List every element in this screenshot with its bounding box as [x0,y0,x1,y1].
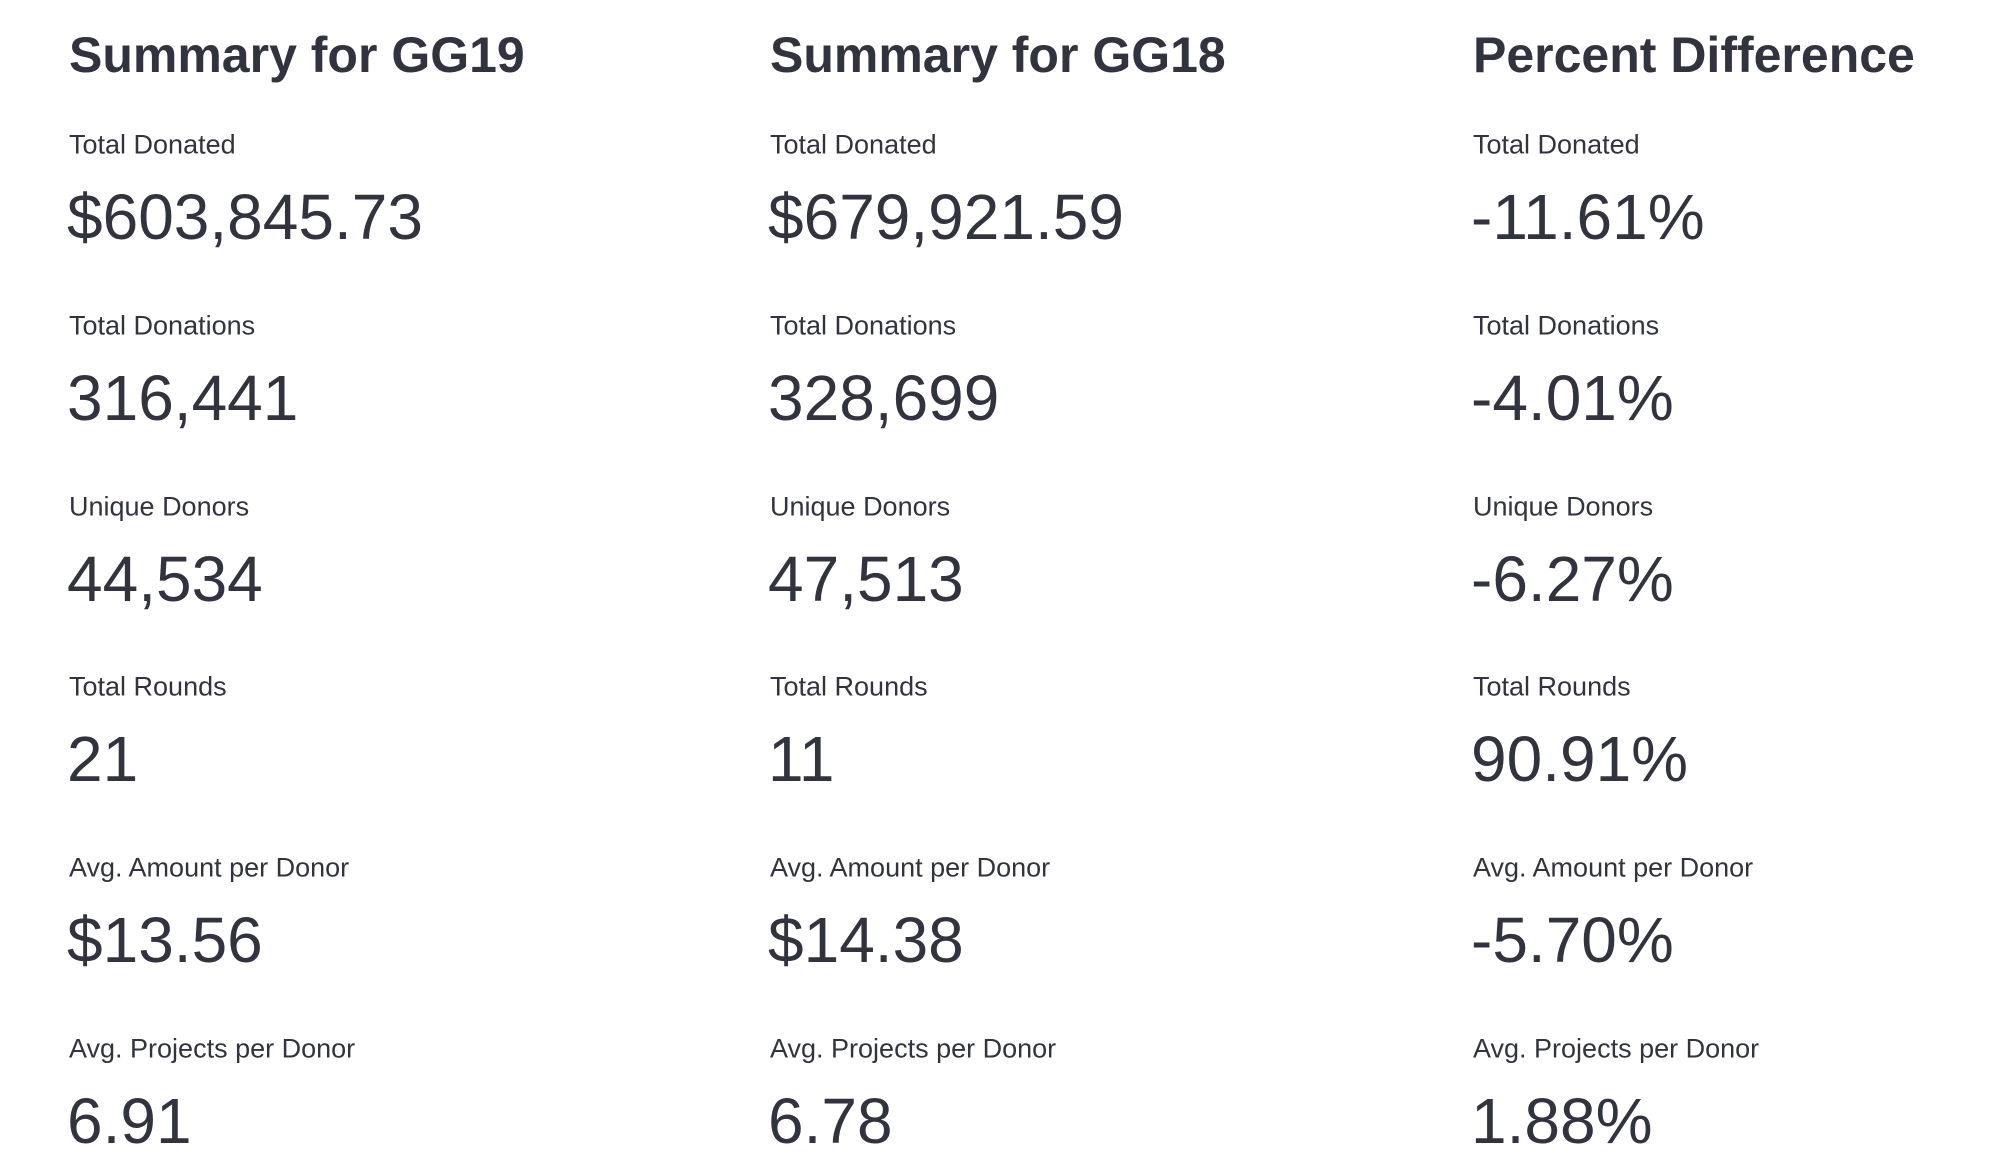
metric-value: 44,534 [67,542,263,615]
metric-value: $679,921.59 [768,181,1124,253]
metric-value: $14.38 [768,904,964,977]
metric-label: Avg. Projects per Donor [1473,1033,1760,1064]
metric-label: Avg. Projects per Donor [69,1033,356,1064]
metric-label: Total Donations [1473,310,1660,341]
metric-label: Total Donations [770,310,957,341]
metric-label: Avg. Amount per Donor [1473,852,1754,883]
metric-value: -11.61% [1471,181,1705,253]
metric-value: 6.78 [768,1085,893,1157]
metric-value: 328,699 [768,361,1000,434]
column-title: Percent Difference [1473,27,1915,83]
metric-label: Total Donated [69,129,236,160]
metric-label: Total Rounds [69,671,227,702]
metric-value: -4.01% [1471,361,1674,434]
metric-value: 21 [67,723,139,796]
metric-value: -5.70% [1471,904,1674,977]
metric-label: Total Rounds [1473,671,1631,702]
metric-label: Avg. Amount per Donor [770,852,1051,883]
metric-value: $603,845.73 [67,181,423,253]
metric-label: Avg. Projects per Donor [770,1033,1057,1064]
metric-label: Total Donated [770,129,937,160]
metric-label: Avg. Amount per Donor [69,852,350,883]
metric-label: Unique Donors [69,491,250,522]
metric-label: Total Donations [69,310,256,341]
metric-value: 1.88% [1471,1085,1653,1157]
metric-label: Unique Donors [1473,491,1654,522]
metric-label: Total Rounds [770,671,928,702]
metric-value: 316,441 [67,361,299,434]
column-title: Summary for GG18 [770,27,1226,83]
column-title: Summary for GG19 [69,27,525,83]
metric-value: 47,513 [768,542,964,615]
metric-value: 90.91% [1471,723,1689,796]
metric-value: -6.27% [1471,542,1674,615]
metric-value: 11 [768,723,835,796]
metric-label: Unique Donors [770,491,951,522]
metric-label: Total Donated [1473,129,1640,160]
metric-value: 6.91 [67,1085,192,1157]
metric-value: $13.56 [67,904,263,977]
